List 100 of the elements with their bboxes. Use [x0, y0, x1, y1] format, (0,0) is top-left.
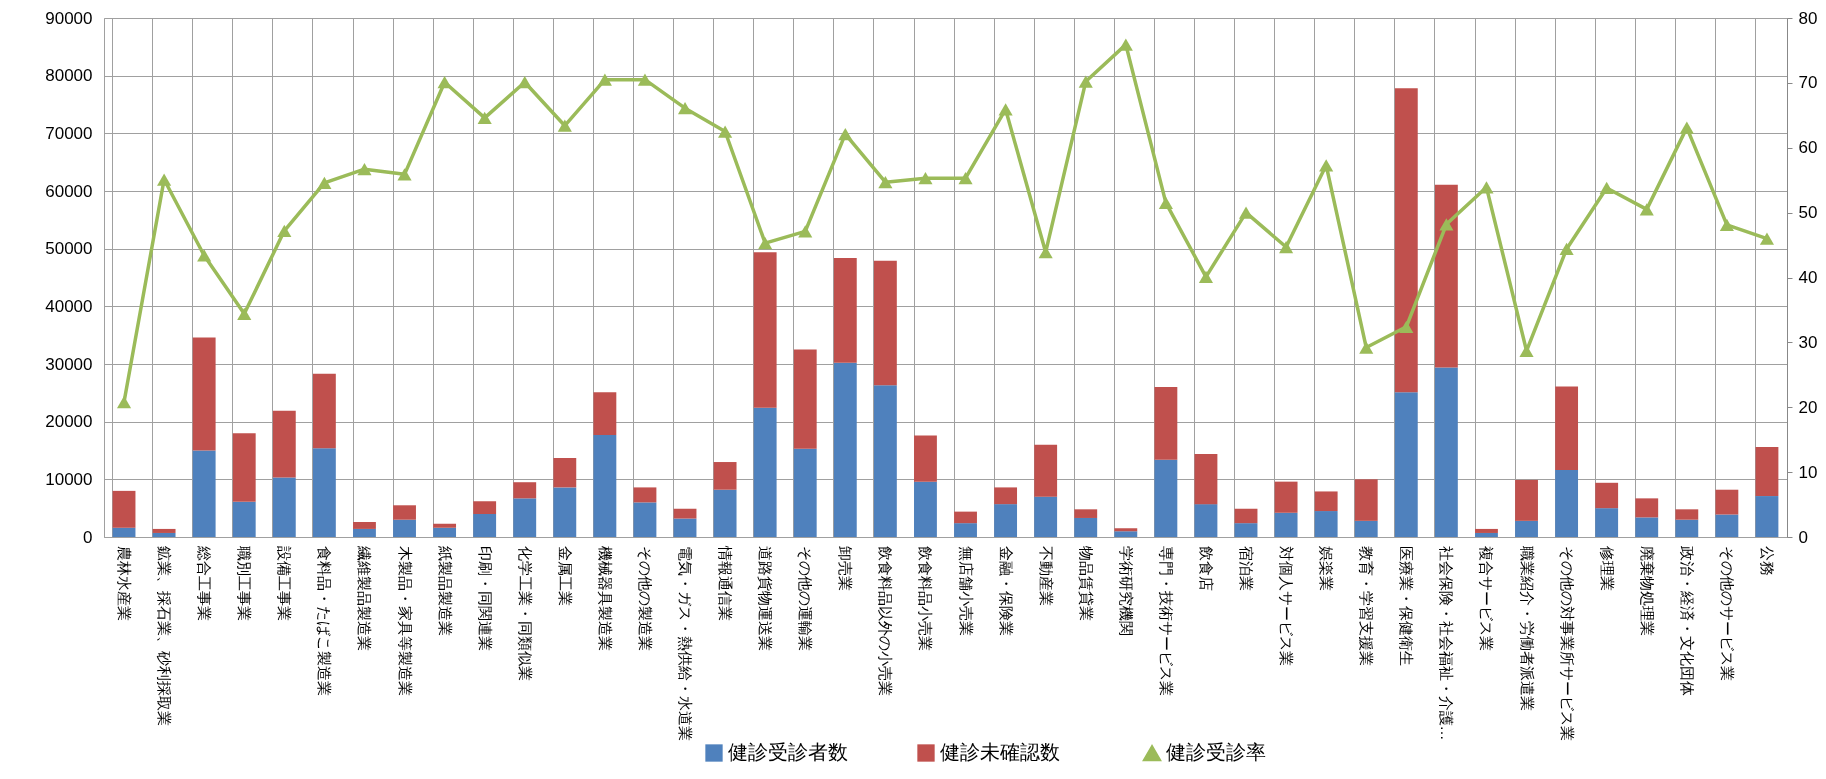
y2-tick-label: 30 [1798, 332, 1818, 352]
bar [1675, 509, 1699, 520]
point [517, 76, 532, 89]
bar [473, 501, 497, 514]
y2-tick-label: 80 [1798, 8, 1818, 28]
bar [873, 260, 897, 386]
bar [954, 511, 977, 524]
bar [914, 481, 937, 537]
bar [914, 435, 937, 482]
bar [753, 407, 777, 537]
bar [353, 528, 376, 537]
x-tick-label: その他の対事業所サービス業 [1558, 545, 1576, 741]
legend-label: 健診未確認数 [940, 741, 1060, 763]
bar [312, 448, 336, 537]
bar [513, 498, 537, 537]
x-tick-label: 飲食料品小売業 [917, 545, 935, 651]
bar [633, 487, 657, 503]
point [597, 73, 612, 86]
point [958, 172, 973, 185]
x-tick-label: 無店舗小売業 [957, 545, 975, 636]
point [277, 224, 292, 237]
bar [152, 532, 176, 537]
bar [1635, 498, 1659, 518]
x-tick-label: 複合サービス業 [1478, 545, 1496, 651]
x-tick-label: 廃棄物処理業 [1638, 545, 1656, 636]
bar [1154, 459, 1178, 537]
bar [633, 502, 657, 537]
point [1078, 75, 1093, 88]
y-tick-label: 50000 [45, 239, 93, 259]
point [1559, 242, 1574, 256]
point [1118, 38, 1133, 51]
y-tick-label: 10000 [45, 469, 93, 489]
bar [673, 508, 697, 519]
y-tick-label: 0 [83, 527, 93, 547]
bar [1154, 387, 1178, 460]
point [1319, 159, 1334, 172]
point [1198, 270, 1214, 283]
x-tick-label: 機械器具製造業 [596, 545, 614, 651]
bar [1434, 367, 1458, 537]
bar [954, 523, 977, 537]
x-tick-label: 鉱業、採石業、砂利採取業 [156, 545, 174, 726]
bar [1114, 528, 1138, 532]
bar [1475, 528, 1498, 533]
bar [1354, 479, 1378, 521]
bar [1475, 532, 1498, 537]
x-tick-label: 娯楽業 [1318, 545, 1336, 591]
bar [312, 373, 336, 449]
bar [112, 527, 136, 537]
bar [1715, 489, 1739, 515]
x-tick-label: 社会保険・社会福祉・介護… [1438, 545, 1456, 741]
point [1439, 218, 1454, 231]
point [557, 119, 572, 132]
bar [753, 252, 777, 408]
x-tick-label: その他の運輸業 [797, 545, 815, 651]
x-tick-label: 不動産業 [1037, 545, 1055, 606]
y2-tick-label: 50 [1798, 203, 1818, 223]
point [1479, 181, 1494, 194]
bar [272, 410, 296, 478]
bar [793, 349, 817, 449]
x-tick-label: 紙製品製造業 [436, 545, 454, 636]
x-tick-label: 飲食店 [1197, 545, 1215, 591]
x-tick-label: 繊維製品製造業 [356, 544, 374, 651]
bar [473, 513, 497, 537]
x-tick-label: 職業紹介・労働者派遣業 [1518, 545, 1536, 711]
y-tick-label: 60000 [45, 181, 93, 201]
bar [793, 448, 817, 537]
x-tick-label: 食料品・たばこ製造業 [316, 545, 334, 696]
bar [272, 477, 296, 537]
bar [593, 392, 617, 435]
bar [1194, 453, 1218, 505]
x-tick-label: 教育・学習支援業 [1358, 545, 1376, 666]
bar [433, 527, 457, 537]
bar [1555, 470, 1579, 537]
bar [553, 487, 577, 537]
bar [1074, 509, 1098, 518]
point [718, 125, 733, 138]
bar [1194, 504, 1218, 537]
bar [1034, 496, 1058, 537]
point [838, 128, 853, 141]
bar [873, 385, 897, 537]
bar [393, 505, 416, 520]
x-tick-label: 卸売業 [837, 545, 855, 591]
x-tick-label: 医療業・保健衛生 [1398, 545, 1416, 666]
bar [833, 257, 857, 363]
x-tick-label: 学術研究機関 [1117, 545, 1135, 636]
x-tick-label: 職別工事業 [236, 545, 254, 621]
bar [393, 519, 416, 537]
point [197, 249, 212, 262]
x-tick-label: その他のサービス業 [1718, 545, 1736, 681]
bar [232, 433, 256, 502]
x-tick-label: 政治・経済・文化団体 [1678, 545, 1696, 696]
x-tick-label: 物品賃貸業 [1077, 545, 1095, 621]
bar [192, 337, 216, 451]
point [1759, 232, 1775, 245]
bar [593, 434, 617, 537]
bar [1394, 88, 1418, 393]
point [1399, 320, 1414, 333]
point [677, 102, 693, 115]
y-tick-label: 20000 [45, 412, 93, 432]
bar [1715, 514, 1739, 537]
